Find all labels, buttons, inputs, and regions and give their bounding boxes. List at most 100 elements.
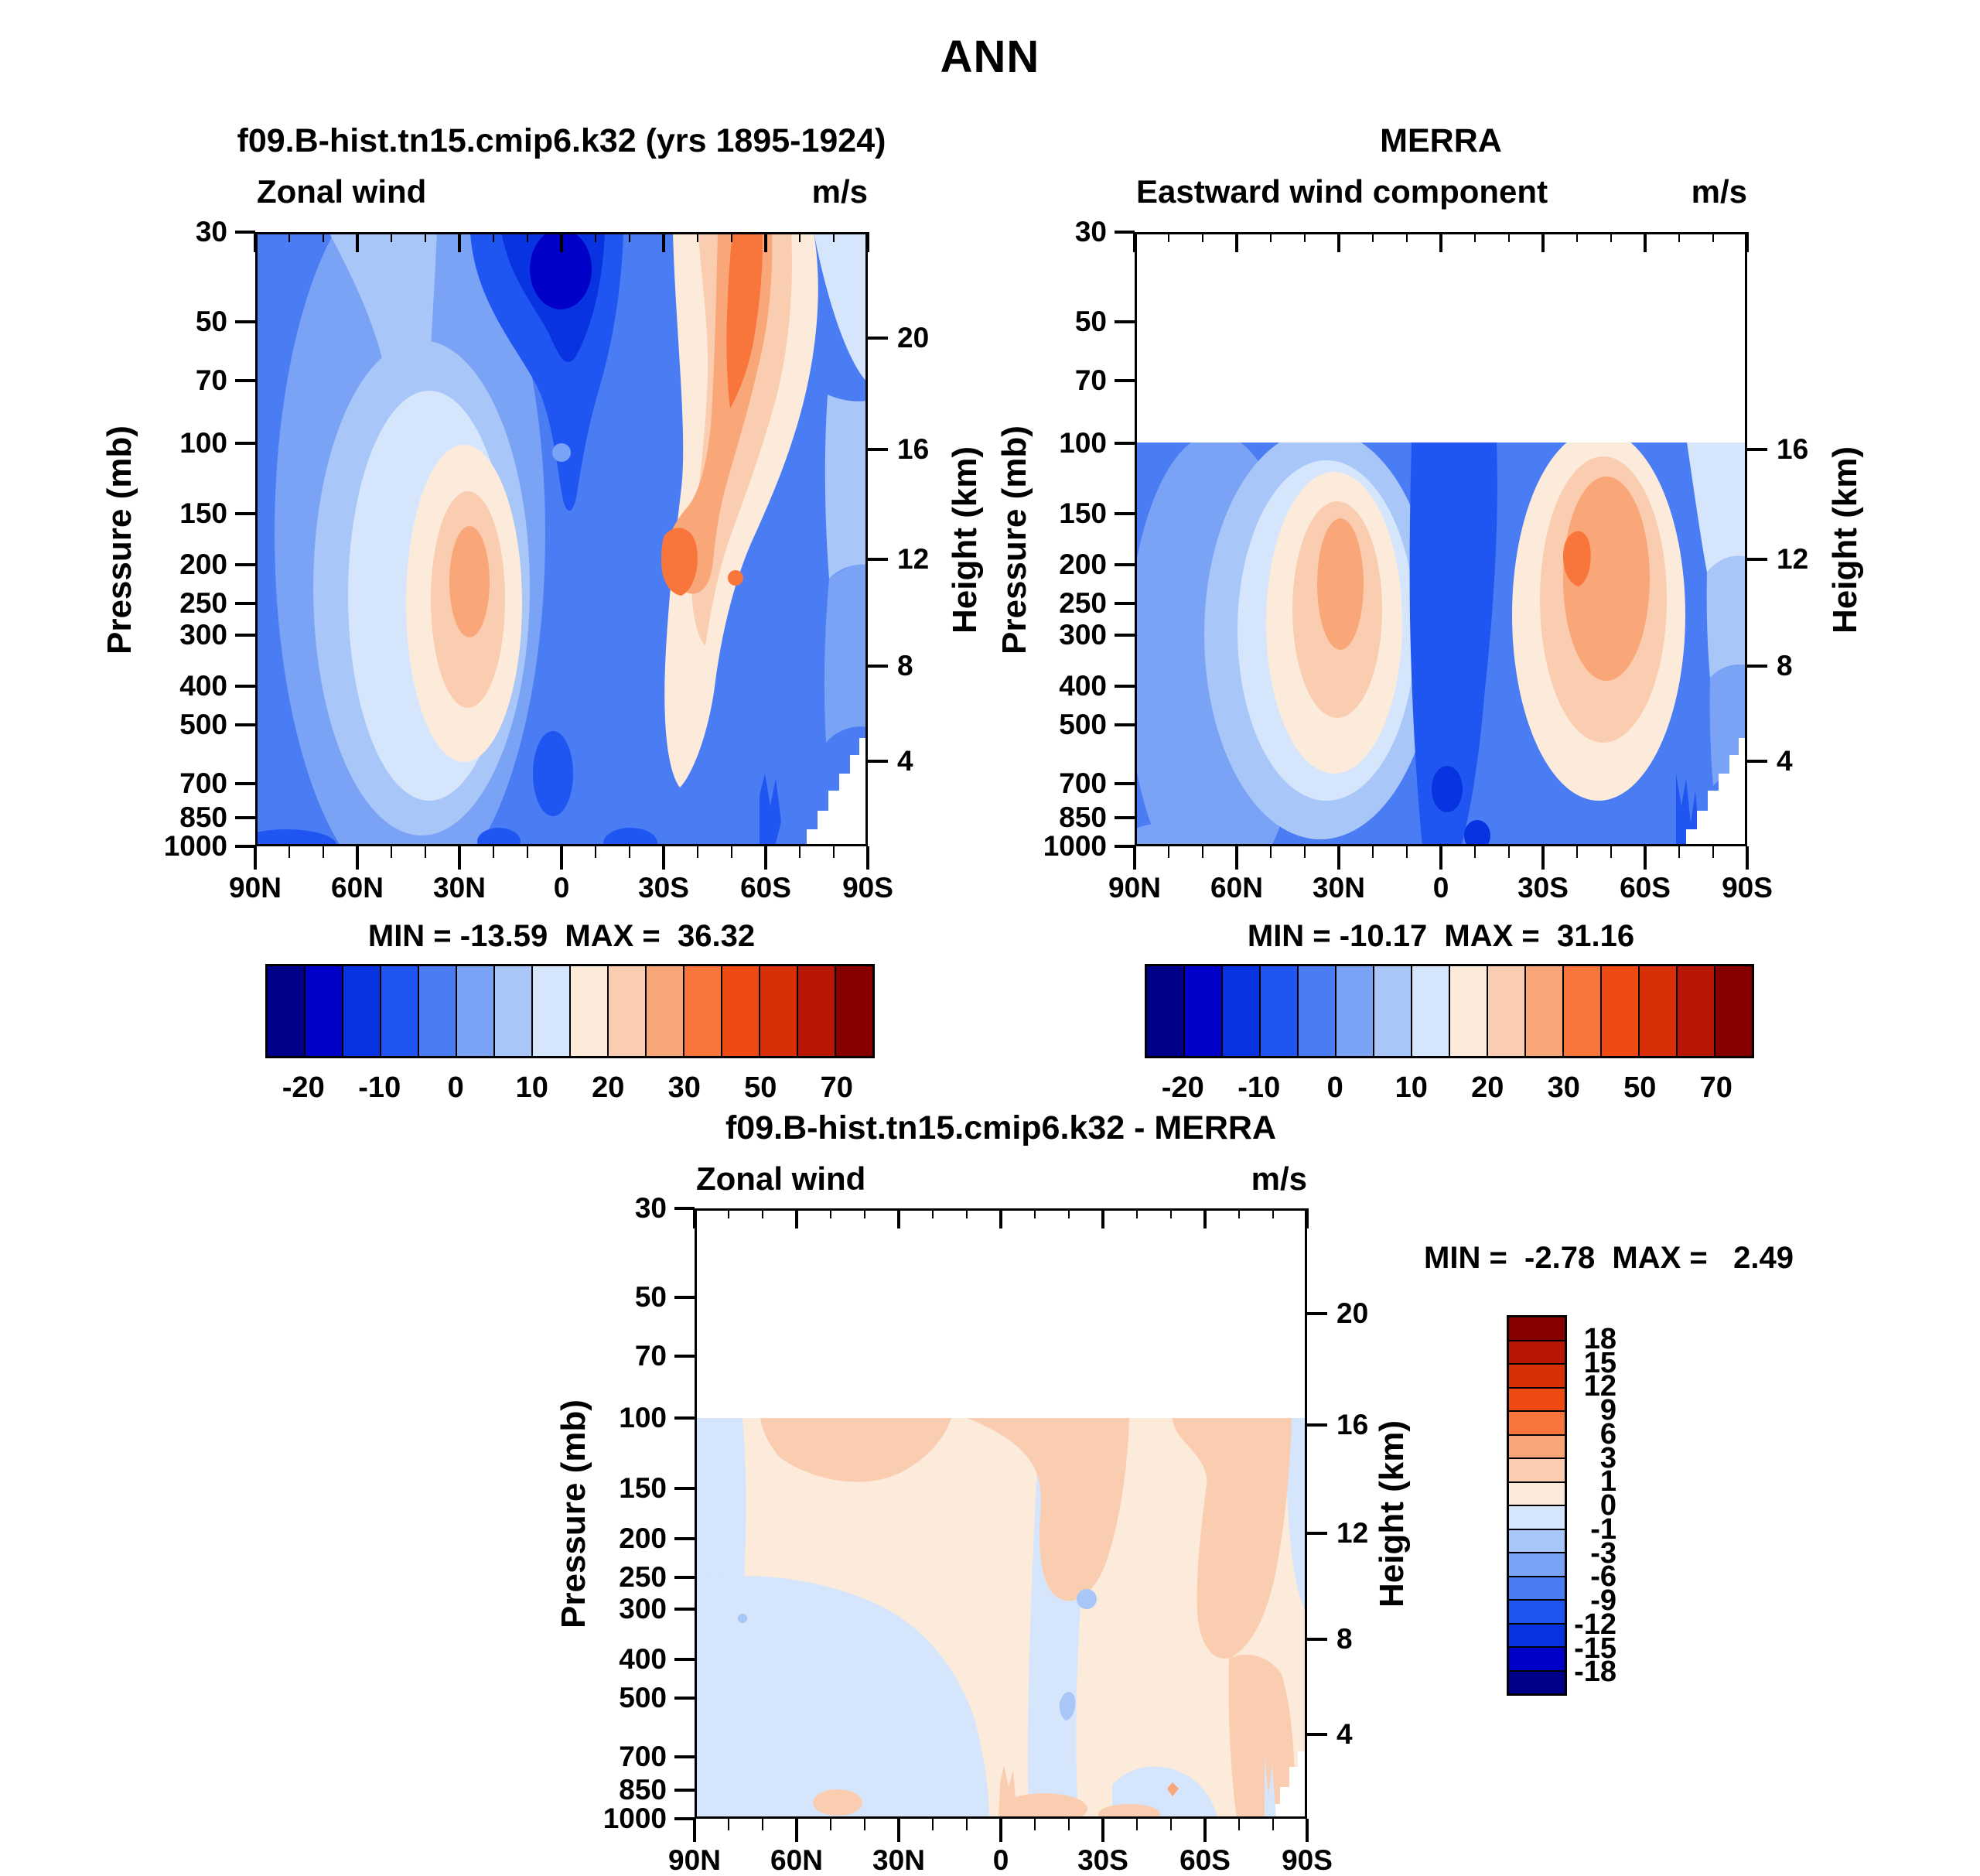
lat-minor-tick-top — [697, 232, 698, 242]
lat-minor-tick-top — [864, 1208, 865, 1218]
panel-diff-minmax: MIN = -2.78 MAX = 2.49 — [1424, 1241, 1794, 1275]
pressure-tick — [235, 816, 255, 820]
cbar-diff-cell — [1509, 1577, 1565, 1601]
lat-major-tick-top — [866, 232, 869, 252]
lat-major-tick-bottom — [999, 1819, 1002, 1842]
height-tick — [1747, 760, 1767, 764]
pressure-tick — [235, 512, 255, 516]
height-tick-label: 4 — [897, 745, 913, 777]
lat-major-tick-top — [1746, 232, 1749, 252]
colorbar-tick-label: 70 — [1699, 1071, 1732, 1104]
cbar-merra-cell — [1715, 966, 1752, 1056]
colorbar-tick-label: -1 — [1590, 1512, 1616, 1546]
lat-minor-tick-bottom — [1034, 1819, 1036, 1830]
pressure-tick — [674, 1789, 695, 1792]
lat-minor-tick-bottom — [323, 846, 324, 858]
lat-major-tick-top — [795, 1208, 798, 1228]
colorbar-tick-label: -18 — [1574, 1656, 1616, 1689]
lat-major-tick-top — [1439, 232, 1442, 252]
cbar-model-cell — [268, 966, 306, 1056]
cbar-diff-cell — [1509, 1671, 1565, 1693]
cbar-merra-cell — [1602, 966, 1640, 1056]
pressure-tick-label: 850 — [179, 801, 227, 834]
lat-minor-tick-bottom — [833, 846, 835, 858]
pressure-tick-label: 1000 — [603, 1803, 667, 1834]
pressure-tick-label: 300 — [179, 619, 227, 651]
cbar-merra-cell — [1374, 966, 1412, 1056]
panel-model-units-label: m/s — [811, 173, 868, 210]
pressure-tick-label: 30 — [634, 1192, 667, 1224]
colorbar-tick-label: 0 — [1599, 1489, 1616, 1522]
lat-major-tick-bottom — [1101, 1819, 1104, 1842]
x-tick-label: 30N — [1313, 872, 1365, 904]
lat-minor-tick-bottom — [1238, 1819, 1240, 1830]
pressure-tick-label: 30 — [1074, 216, 1107, 248]
pressure-tick-label: 1000 — [1043, 830, 1107, 862]
colorbar-tick-label: 50 — [1623, 1071, 1657, 1104]
cbar-diff-cell — [1509, 1388, 1565, 1412]
lat-major-tick-top — [1541, 232, 1545, 252]
height-tick — [1747, 664, 1767, 668]
height-tick-label: 12 — [1336, 1517, 1369, 1549]
lat-minor-tick-bottom — [932, 1819, 934, 1830]
colorbar-tick-label: -20 — [1161, 1071, 1204, 1104]
lat-major-tick-bottom — [897, 1819, 900, 1842]
panel-merra-field-label: Eastward wind component — [1136, 173, 1548, 210]
cbar-model-cell — [760, 966, 798, 1056]
lat-major-tick-top — [1337, 232, 1340, 252]
cbar-model-cell — [457, 966, 495, 1056]
lat-minor-tick-bottom — [1270, 846, 1272, 858]
contour-field-diff — [695, 1208, 1307, 1819]
lat-minor-tick-bottom — [1202, 846, 1203, 858]
pressure-tick — [235, 562, 255, 566]
height-tick — [868, 557, 888, 561]
pressure-tick — [235, 845, 255, 848]
lat-major-tick-top — [1235, 232, 1238, 252]
x-tick-label: 60N — [770, 1844, 823, 1876]
cbar-model-cell — [343, 966, 381, 1056]
cbar-diff-cell — [1509, 1506, 1565, 1530]
lat-major-tick-top — [1203, 1208, 1207, 1228]
cbar-diff-cell — [1509, 1482, 1565, 1506]
lat-major-tick-bottom — [1644, 846, 1647, 870]
lat-major-tick-bottom — [254, 846, 257, 870]
pressure-tick-label: 150 — [619, 1472, 667, 1505]
pressure-tick — [1115, 634, 1135, 637]
lat-minor-tick-bottom — [864, 1819, 865, 1830]
height-tick-label: 16 — [1777, 433, 1809, 466]
lat-major-tick-bottom — [795, 1819, 798, 1842]
pressure-tick-label: 1000 — [163, 830, 227, 862]
lat-major-tick-top — [254, 232, 257, 252]
cbar-model-cell — [798, 966, 836, 1056]
x-tick-label: 0 — [1432, 872, 1449, 904]
pressure-tick-label: 70 — [195, 364, 227, 396]
height-tick — [868, 448, 888, 452]
colorbar-tick-label: 30 — [667, 1071, 701, 1104]
height-tick — [1307, 1312, 1327, 1316]
colorbar-tick-label: 0 — [1326, 1071, 1343, 1104]
pressure-tick-label: 500 — [179, 709, 227, 741]
lat-major-tick-top — [356, 232, 359, 252]
lat-minor-tick-top — [1576, 232, 1578, 242]
pressure-tick-label: 850 — [619, 1774, 667, 1806]
colorbar-tick-label: 10 — [1395, 1071, 1428, 1104]
lat-minor-tick-bottom — [1610, 846, 1612, 858]
lat-minor-tick-top — [1508, 232, 1510, 242]
lat-major-tick-bottom — [356, 846, 359, 870]
lat-major-tick-bottom — [1203, 1819, 1207, 1842]
lat-minor-tick-top — [1170, 1208, 1172, 1218]
cbar-model-cell — [306, 966, 343, 1056]
lat-minor-tick-top — [1678, 232, 1680, 242]
lat-minor-tick-top — [1712, 232, 1714, 242]
pressure-tick-label: 50 — [195, 305, 227, 337]
cbar-diff-cell — [1509, 1553, 1565, 1577]
x-tick-label: 90S — [1722, 872, 1773, 904]
x-tick-label: 0 — [553, 872, 570, 904]
lat-minor-tick-top — [391, 232, 392, 242]
x-tick-label: 90N — [1108, 872, 1161, 904]
cbar-diff-cell — [1509, 1529, 1565, 1553]
lat-major-tick-bottom — [764, 846, 767, 870]
colorbar-tick-label: 9 — [1599, 1394, 1616, 1427]
cbar-model-cell — [419, 966, 457, 1056]
height-tick-label: 4 — [1777, 745, 1793, 777]
